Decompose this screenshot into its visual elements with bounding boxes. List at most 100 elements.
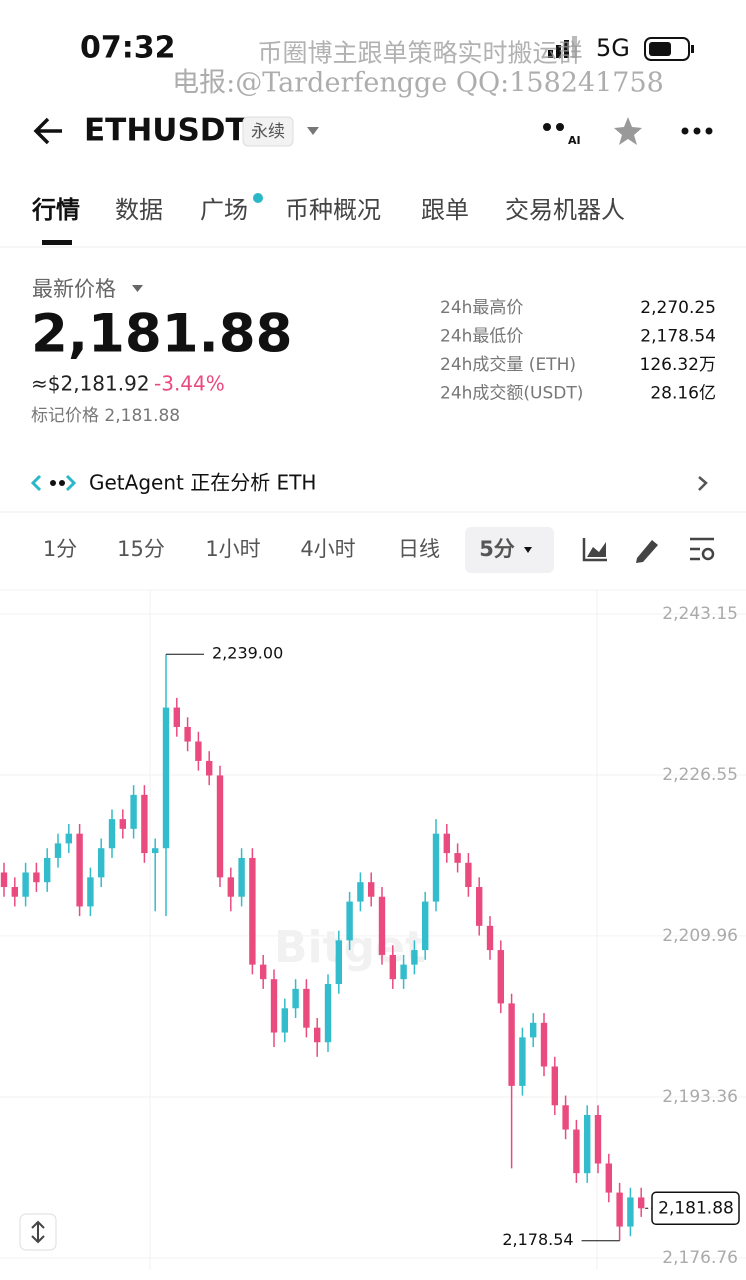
price-dropdown[interactable] (132, 285, 143, 292)
interval[interactable]: 日线 (398, 537, 440, 561)
chart-type-button[interactable] (582, 538, 607, 562)
candle-body (152, 848, 159, 854)
low-label: 2,178.54 (502, 1230, 573, 1249)
stat-label: 24h最低价 (440, 327, 523, 347)
candle-body (33, 872, 40, 883)
candle-body (616, 1192, 623, 1227)
ai-button[interactable]: AI (543, 123, 581, 147)
candle-body (627, 1197, 634, 1227)
candle-body (389, 954, 396, 980)
candle-body (573, 1129, 580, 1174)
candle-body (594, 1114, 602, 1164)
interval[interactable]: 1分 (43, 537, 77, 561)
overlay-text: 电报:@Tarderfengge QQ:158241758 (172, 68, 664, 99)
badge: 永续 (251, 122, 285, 142)
high-label: 2,239.00 (212, 644, 283, 663)
interval[interactable]: 4小时 (300, 537, 355, 561)
agent-arrow[interactable] (698, 476, 708, 491)
candle-body (216, 775, 224, 878)
y-tick-label: 2,226.55 (662, 765, 738, 785)
candle-body (119, 819, 126, 829)
candle-body (260, 964, 267, 980)
candle-body (551, 1066, 558, 1106)
tab[interactable]: 跟单 (421, 196, 469, 224)
tab[interactable]: 数据 (115, 196, 163, 224)
settings-button[interactable] (690, 537, 715, 561)
tab[interactable]: 广场 (200, 196, 248, 224)
tab[interactable]: 行情 (31, 196, 80, 224)
candle-body (195, 741, 202, 761)
candle-body (378, 896, 386, 955)
candle-body (130, 794, 137, 829)
candle-body (162, 707, 170, 849)
battery (644, 37, 694, 61)
back-button[interactable] (33, 117, 62, 145)
mark-price: 标记价格 2,181.88 (31, 406, 180, 426)
candle-body (270, 979, 278, 1033)
candle-body (562, 1105, 569, 1130)
usd-price: ≈$2,181.92 (31, 372, 150, 396)
candle-body (314, 1027, 321, 1043)
last-price-tag (651, 1191, 740, 1226)
candle-body (519, 1037, 526, 1086)
agent-text[interactable]: GetAgent 正在分析 ETH (89, 471, 316, 495)
candle-body (184, 726, 191, 742)
interval[interactable]: 5分 (479, 537, 515, 561)
symbol-dropdown[interactable] (307, 127, 319, 135)
favorite-button[interactable] (614, 117, 642, 145)
candle-body (98, 848, 105, 878)
candle-body (443, 833, 450, 854)
price-label: 最新价格 (32, 277, 116, 301)
candle-body (486, 925, 494, 951)
candle-body (76, 833, 83, 907)
candle-body (422, 901, 429, 951)
candle-body (584, 1114, 591, 1174)
candle-body (605, 1163, 612, 1193)
candle-body (411, 950, 418, 965)
signal-icon (548, 36, 577, 58)
stat-label: 24h成交额(USDT) (440, 384, 583, 404)
status-time: 07:32 (80, 31, 176, 66)
candle-body (303, 988, 310, 1028)
candle-body (638, 1197, 645, 1209)
more-button[interactable] (681, 127, 713, 135)
candle-body (44, 857, 51, 883)
badge-bg (242, 116, 294, 147)
candle-body (335, 940, 342, 985)
price-change: -3.44% (154, 372, 225, 396)
candle-body (65, 833, 72, 844)
y-tick-label: 2,193.36 (662, 1087, 738, 1107)
last-price-label: 2,181.88 (658, 1198, 734, 1218)
agent-icon (30, 474, 77, 492)
stat-value: 28.16亿 (650, 384, 716, 404)
candle-body (292, 988, 299, 1009)
candle-body (54, 843, 62, 858)
scroll-toggle[interactable] (19, 1213, 57, 1251)
interval-selected-bg (465, 527, 554, 573)
tab-dot (253, 193, 263, 203)
tab[interactable]: 交易机器人 (505, 196, 625, 224)
interval-dropdown[interactable] (524, 547, 532, 553)
candle-body (0, 872, 8, 888)
candle-body (368, 882, 375, 897)
interval[interactable]: 1小时 (205, 537, 260, 561)
candle-body (281, 1008, 288, 1033)
stat-value: 126.32万 (640, 355, 716, 375)
candle-body (346, 901, 353, 941)
candle-body (173, 707, 180, 727)
draw-button[interactable] (636, 540, 658, 563)
candle-body (400, 964, 407, 980)
interval[interactable]: 15分 (117, 537, 165, 561)
candle-body (530, 1022, 537, 1038)
network: 5G (596, 34, 630, 62)
y-tick-label: 2,176.76 (662, 1248, 738, 1268)
tab[interactable]: 币种概况 (285, 196, 381, 224)
candle-body (497, 950, 504, 1004)
candle-body (227, 877, 234, 897)
candle-body (206, 760, 213, 776)
overlay-text: 币圈博主跟单策略实时搬运群 (257, 39, 582, 68)
symbol[interactable]: ETHUSDT (84, 113, 247, 149)
candle-body (87, 877, 94, 907)
